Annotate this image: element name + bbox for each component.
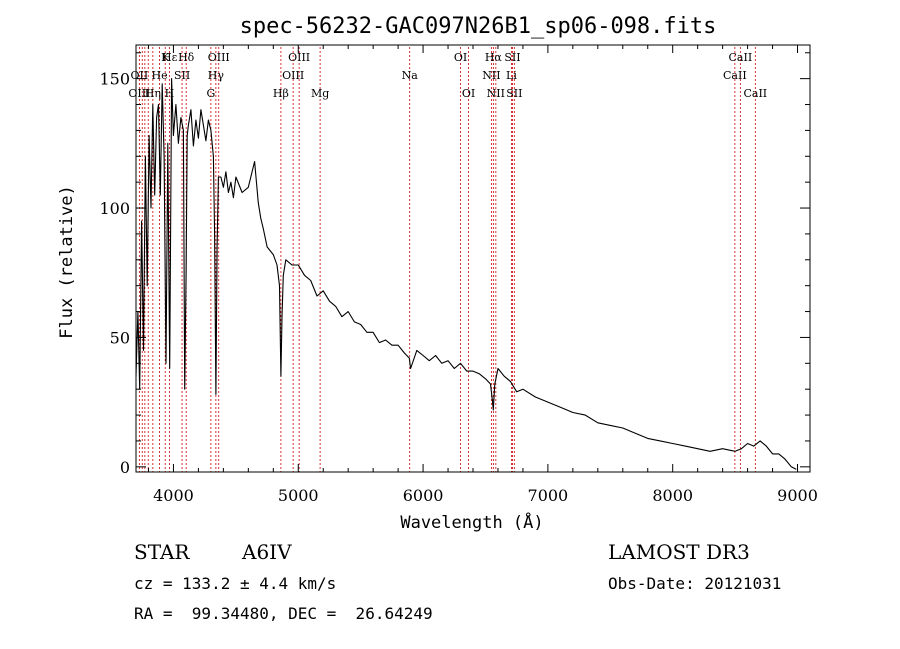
spectral-line-label: Na (402, 69, 419, 82)
x-tick-label: 4000 (153, 486, 194, 505)
y-tick-label: 100 (99, 199, 130, 218)
x-axis-ticks: 4000 5000 6000 7000 8000 9000 (147, 45, 818, 505)
x-tick-label: 8000 (652, 486, 693, 505)
y-axis-ticks: 0 50 100 150 (99, 52, 810, 477)
chart-title: spec-56232-GAC097N26B1_sp06-098.fits (240, 14, 717, 39)
spectral-line-label: He (152, 69, 168, 82)
spectral-line-label: CaII (723, 69, 747, 82)
spectral-line-label: OIII (128, 87, 150, 100)
spectral-line-label: Hα (485, 51, 503, 64)
object-subclass: A6IV (242, 540, 292, 564)
spectral-line-label: OI (462, 87, 475, 100)
spectral-line-label: SII (174, 69, 190, 82)
spectral-line-label: OI (454, 51, 467, 64)
y-tick-label: 50 (110, 328, 130, 347)
spectral-line-label: Li (506, 69, 517, 82)
plot-frame (135, 44, 811, 473)
spectral-line-label: CaII (743, 87, 767, 100)
spectral-line-label: Mg (311, 87, 329, 100)
obs-date-text: Obs-Date: 20121031 (608, 574, 782, 593)
spectral-line-label: NII (487, 87, 505, 100)
spectral-line-label: OIII (208, 51, 230, 64)
spectral-line-label: NII (482, 69, 500, 82)
x-tick-label: 7000 (528, 486, 569, 505)
y-tick-label: 0 (120, 458, 130, 477)
x-tick-label: 5000 (278, 486, 319, 505)
spectral-line-label: G (206, 87, 215, 100)
spectral-line-label: OII (131, 69, 149, 82)
object-class: STAR (134, 540, 190, 564)
spectral-line-label: Hγ (208, 69, 225, 82)
spectral-line-markers (138, 47, 756, 472)
y-axis-label: Flux (relative) (57, 185, 77, 339)
survey-name: LAMOST DR3 (608, 540, 750, 564)
spectral-line-label: H (165, 87, 175, 100)
spectral-line-label: CaII (729, 51, 753, 64)
y-tick-label: 150 (99, 70, 130, 89)
flux-series-line (135, 78, 797, 470)
spectral-line-label: K (161, 51, 170, 64)
spectral-line-label: SII (504, 51, 520, 64)
redshift-text: cz = 133.2 ± 4.4 km/s (134, 574, 337, 593)
spectral-line-label: Hβ (273, 87, 289, 100)
x-axis-label: Wavelength (Å) (400, 511, 543, 533)
spectral-line-label: OIII (288, 51, 310, 64)
spectral-line-label: OIII (282, 69, 304, 82)
spectral-line-label: Hδ (178, 51, 195, 64)
spectral-line-label: SII (506, 87, 522, 100)
spectral-line-label: Hε (162, 51, 178, 64)
x-tick-label: 9000 (777, 486, 818, 505)
spectral-line-label: Hη (145, 87, 161, 100)
coordinates-text: RA = 99.34480, DEC = 26.64249 (134, 604, 433, 623)
x-tick-label: 6000 (403, 486, 444, 505)
